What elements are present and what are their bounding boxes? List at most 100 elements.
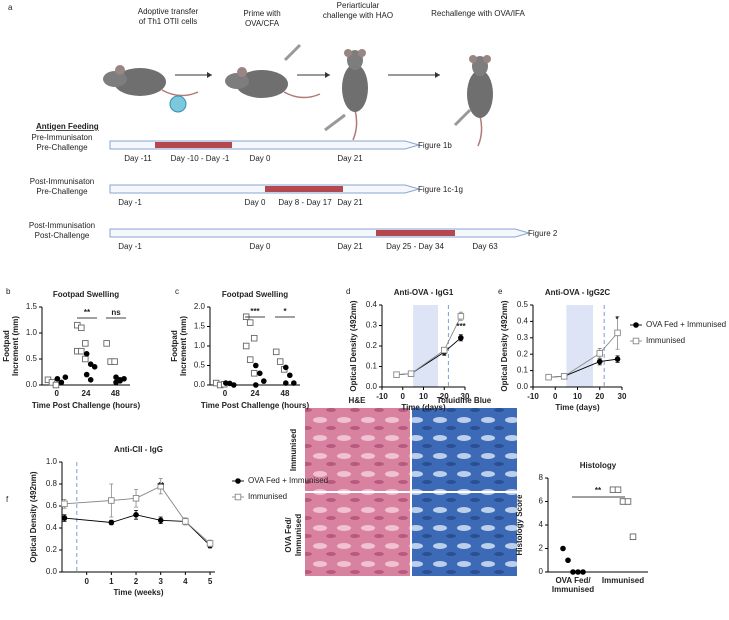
day-label: Day -10 - Day -1: [171, 154, 230, 163]
mouse-ear: [469, 55, 477, 63]
day-label: Day 0: [250, 154, 271, 163]
mouse-ear: [483, 55, 491, 63]
syringe: [283, 43, 302, 62]
syringe: [324, 113, 346, 132]
feeding-window: [566, 305, 594, 387]
data-point: [133, 512, 139, 518]
y-axis-title: Optical Density (492nm): [349, 300, 358, 391]
step-label: of Th1 OTII cells: [139, 17, 198, 26]
data-point: [458, 335, 464, 341]
data-point: [614, 486, 622, 494]
y-tick-label: 2: [539, 544, 544, 553]
feeding-period: [155, 142, 232, 148]
data-point: [78, 324, 85, 332]
mouse-ear: [115, 65, 125, 75]
day-label: Day 0: [245, 198, 266, 207]
mouse-head: [225, 73, 249, 89]
data-point: [570, 569, 576, 575]
timeline-label: Post-Immunisation: [29, 221, 95, 230]
data-point: [242, 342, 250, 350]
data-point: [157, 482, 164, 490]
timeline-label: Pre-Challenge: [36, 143, 88, 152]
x-tick-label: -10: [376, 392, 388, 401]
data-point: [250, 370, 258, 377]
x-axis-title: Time (days): [555, 403, 600, 412]
data-point: [283, 380, 289, 386]
legend-label: Immunised: [248, 492, 287, 501]
data-point: [441, 346, 448, 354]
data-point: [132, 495, 140, 502]
y-tick-label: 1.5: [26, 302, 38, 311]
x-axis-title: Time Post Challenge (hours): [201, 401, 310, 410]
x-tick-label: 30: [618, 392, 627, 401]
data-point: [257, 370, 263, 377]
row-label: OVA Fed/: [284, 517, 293, 553]
figure-ref: Figure 2: [528, 229, 558, 238]
y-tick-label: 0.2: [46, 545, 58, 554]
chart-title: Footpad Swelling: [53, 290, 119, 299]
data-point: [54, 375, 61, 382]
y-tick-label: 0.0: [26, 380, 38, 389]
y-axis-title: Footpad: [170, 330, 179, 362]
significance-label: ***: [456, 322, 466, 331]
significance-label: *: [615, 315, 619, 324]
y-tick-label: 0.0: [517, 382, 529, 391]
x-axis-title: Time (days): [401, 403, 446, 412]
data-point: [103, 340, 110, 347]
x-tick-label: OVA Fed/: [555, 576, 591, 585]
x-tick-label: -10: [527, 392, 539, 401]
row-label: Immunised: [294, 514, 303, 556]
x-tick-label: 3: [158, 577, 163, 586]
legend-marker: [234, 493, 242, 501]
day-label: Day 21: [337, 154, 363, 163]
histology-image: [412, 408, 517, 491]
timeline-label: Post-Challenge: [35, 231, 90, 240]
y-tick-label: 4: [539, 520, 544, 529]
y-tick-label: 0.4: [366, 300, 378, 309]
data-point: [52, 381, 60, 389]
data-point: [206, 540, 214, 547]
y-tick-label: 0.5: [194, 361, 206, 370]
significance-label: *: [283, 307, 287, 316]
data-point: [624, 498, 632, 505]
panel-label: d: [346, 287, 350, 296]
data-point: [108, 519, 115, 526]
data-point: [83, 371, 90, 378]
y-tick-label: 0.2: [366, 341, 378, 350]
x-axis-title: Time (weeks): [113, 588, 163, 597]
day-label: Day 21: [337, 198, 363, 207]
mouse-icon: [342, 49, 368, 141]
x-axis-title: Time Post Challenge (hours): [32, 401, 141, 410]
cell-icon: [169, 95, 187, 113]
mouse-body: [236, 70, 288, 98]
step-label: Rechallenge with OVA/IFA: [431, 9, 525, 18]
y-tick-label: 0.6: [46, 501, 58, 510]
mouse-ear: [344, 49, 352, 57]
data-point: [250, 334, 258, 342]
data-point: [62, 374, 69, 381]
data-point: [283, 364, 289, 371]
day-label: Day -1: [118, 242, 142, 251]
y-axis-title: Increment (mm): [179, 316, 188, 376]
step-label: Adoptive transfer: [138, 7, 199, 16]
x-tick-label: 10: [573, 392, 582, 401]
feeding-window: [413, 305, 439, 387]
y-axis-title: Optical Density (492nm): [500, 300, 509, 391]
data-point: [83, 351, 90, 357]
data-point: [182, 518, 189, 525]
data-point: [545, 373, 552, 381]
data-point: [457, 313, 465, 320]
data-point: [111, 358, 118, 365]
legend-marker: [632, 337, 640, 345]
timeline-label: Pre-Immunisaton: [32, 133, 93, 142]
data-point: [82, 355, 89, 363]
y-tick-label: 0.2: [517, 349, 529, 358]
day-label: Day -11: [124, 154, 152, 163]
data-point: [87, 377, 94, 383]
data-point: [596, 350, 604, 357]
day-label: Day 21: [337, 242, 363, 251]
data-point: [560, 545, 566, 552]
y-axis-title: Increment (mm): [11, 316, 20, 376]
x-tick-label: 20: [595, 392, 604, 401]
data-point: [614, 356, 621, 362]
